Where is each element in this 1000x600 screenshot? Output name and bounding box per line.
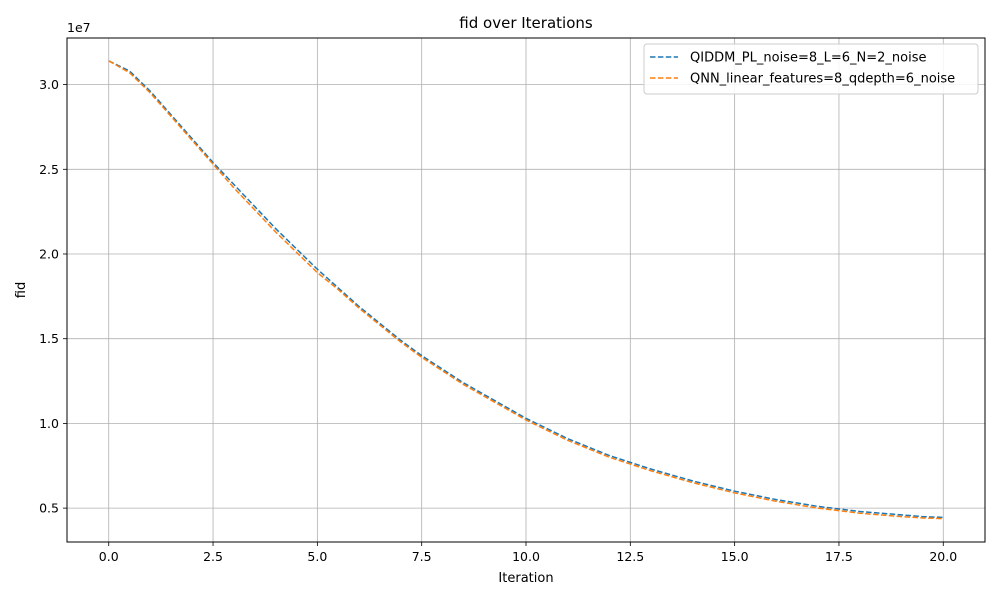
x-tick-label: 7.5 xyxy=(412,549,432,564)
x-tick-label: 5.0 xyxy=(307,549,327,564)
legend: QIDDM_PL_noise=8_L=6_N=2_noise QNN_linear… xyxy=(643,43,979,95)
y-tick-label: 2.0 xyxy=(39,247,59,262)
x-tick-label: 2.5 xyxy=(203,549,223,564)
x-tick-label: 17.5 xyxy=(825,549,853,564)
series-line-1 xyxy=(108,60,944,519)
series-line-2 xyxy=(108,60,944,520)
legend-box xyxy=(643,43,979,95)
y-axis-label: fid xyxy=(14,282,29,298)
x-tick-label: 10.0 xyxy=(512,549,540,564)
legend-label: QNN_linear_features=8_qdepth=6_noise xyxy=(690,72,955,87)
x-axis-label: Iteration xyxy=(498,571,553,586)
x-tick-label: 15.0 xyxy=(721,549,749,564)
x-tick-label: 20.0 xyxy=(929,549,957,564)
grid-lines xyxy=(67,38,985,542)
x-tick-label: 0.0 xyxy=(99,549,119,564)
y-tick-label: 1.5 xyxy=(39,331,59,346)
y-tick-label: 1.0 xyxy=(39,416,59,431)
y-tick-label: 0.5 xyxy=(39,501,59,516)
legend-label: QIDDM_PL_noise=8_L=6_N=2_noise xyxy=(690,51,927,66)
series-lines xyxy=(108,60,944,520)
x-tick-label: 12.5 xyxy=(616,549,644,564)
y-tick-label: 3.0 xyxy=(39,77,59,92)
y-axis-offset-label: 1e7 xyxy=(67,20,91,35)
y-tick-label: 2.5 xyxy=(39,162,59,177)
y-axis-ticks: 0.5 1.0 1.5 2.0 2.5 3.0 xyxy=(39,77,67,516)
chart-title: fid over Iterations xyxy=(459,14,593,32)
x-axis-ticks: 0.0 2.5 5.0 7.5 10.0 12.5 15.0 17.5 20.0 xyxy=(99,542,957,564)
